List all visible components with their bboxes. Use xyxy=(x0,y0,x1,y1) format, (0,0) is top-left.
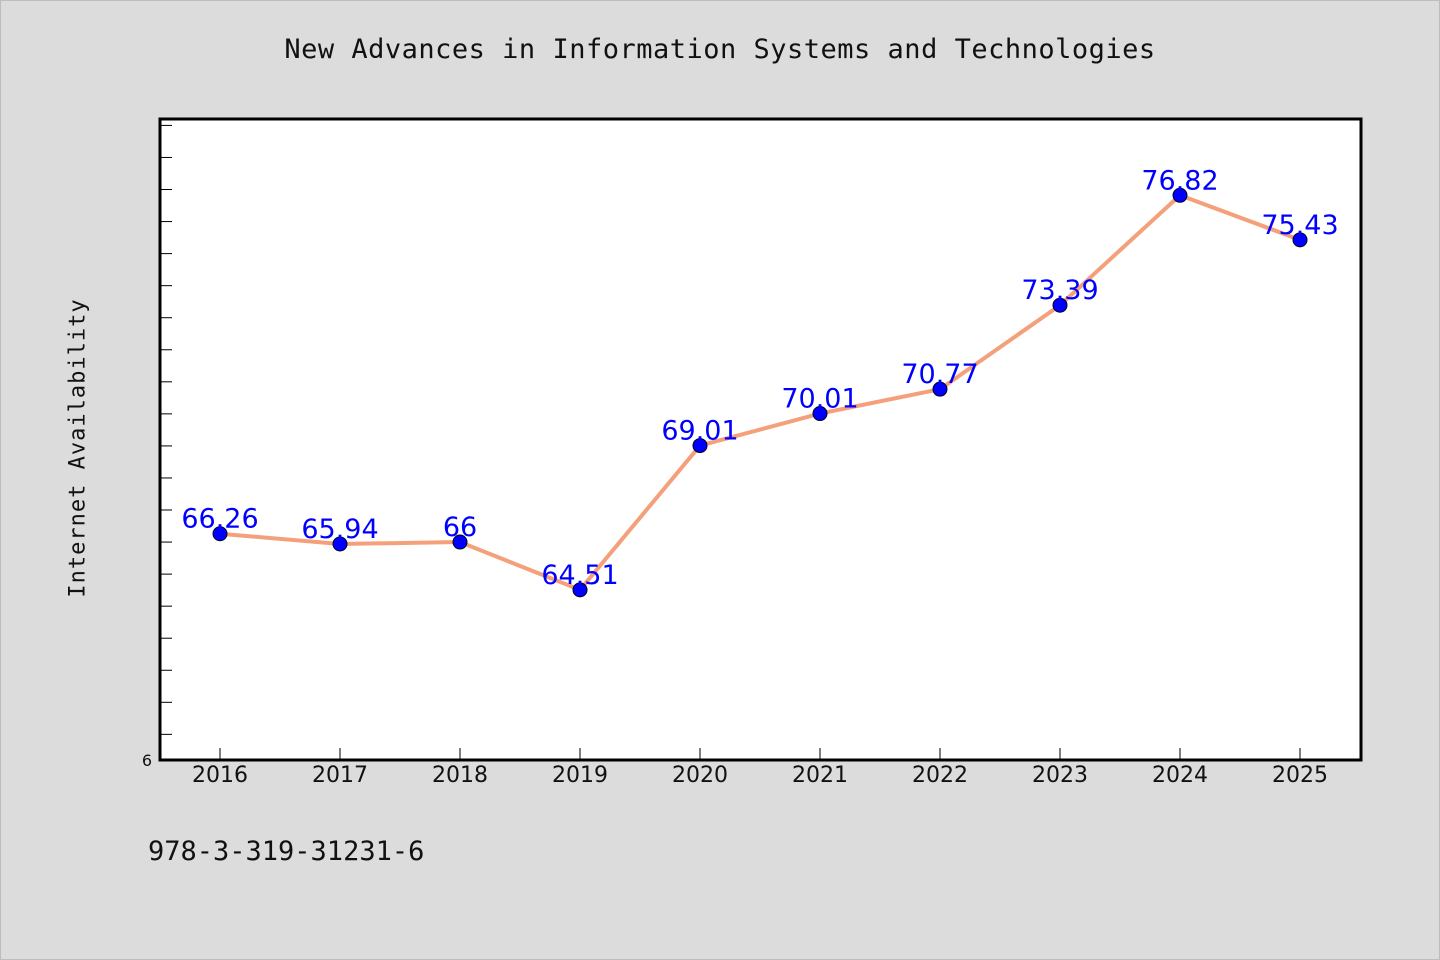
data-label: 70.77 xyxy=(901,359,978,390)
data-label: 69.01 xyxy=(661,416,738,447)
data-label: 66.26 xyxy=(181,504,258,535)
x-tick-label: 2024 xyxy=(1152,763,1208,788)
data-point xyxy=(212,526,228,542)
data-point xyxy=(1292,232,1308,248)
data-markers xyxy=(212,187,1308,598)
data-label: 66 xyxy=(443,512,477,543)
x-axis-ticks: 2016 2017 2018 2019 2020 2021 2022 2023 2024 2025 xyxy=(192,748,1328,788)
data-labels: 66.26 65.94 66 64.51 69.01 70.01 70.77 73.39 76.… xyxy=(181,165,1338,591)
data-point xyxy=(572,582,588,598)
data-point xyxy=(452,534,468,550)
data-point xyxy=(692,438,708,454)
data-point xyxy=(812,406,828,422)
data-point xyxy=(1172,187,1188,203)
x-tick-label: 2025 xyxy=(1272,763,1328,788)
x-tick-label: 2016 xyxy=(192,763,248,788)
data-point xyxy=(332,536,348,552)
data-label: 65.94 xyxy=(301,514,378,545)
x-tick-label: 2018 xyxy=(432,763,488,788)
y-tick-label: 6 xyxy=(142,751,152,770)
y-axis-ticks: 6 xyxy=(142,124,172,770)
series-line xyxy=(219,193,1301,592)
data-point xyxy=(932,381,948,397)
plot-area xyxy=(158,117,1363,762)
data-label: 64.51 xyxy=(541,560,618,591)
series-line-group xyxy=(219,193,1301,592)
data-label: 73.39 xyxy=(1021,275,1098,306)
x-tick-label: 2020 xyxy=(672,763,728,788)
x-tick-label: 2023 xyxy=(1032,763,1088,788)
data-label: 70.01 xyxy=(781,384,858,415)
data-point xyxy=(1052,297,1068,313)
chart-title: New Advances in Information Systems and … xyxy=(284,34,1156,65)
x-tick-label: 2021 xyxy=(792,763,848,788)
data-label: 75.43 xyxy=(1261,210,1338,241)
x-tick-label: 2019 xyxy=(552,763,608,788)
isbn-identifier: 978-3-319-31231-6 xyxy=(148,836,425,867)
x-tick-label: 2022 xyxy=(912,763,968,788)
data-label: 76.82 xyxy=(1141,165,1218,196)
x-tick-label: 2017 xyxy=(312,763,368,788)
